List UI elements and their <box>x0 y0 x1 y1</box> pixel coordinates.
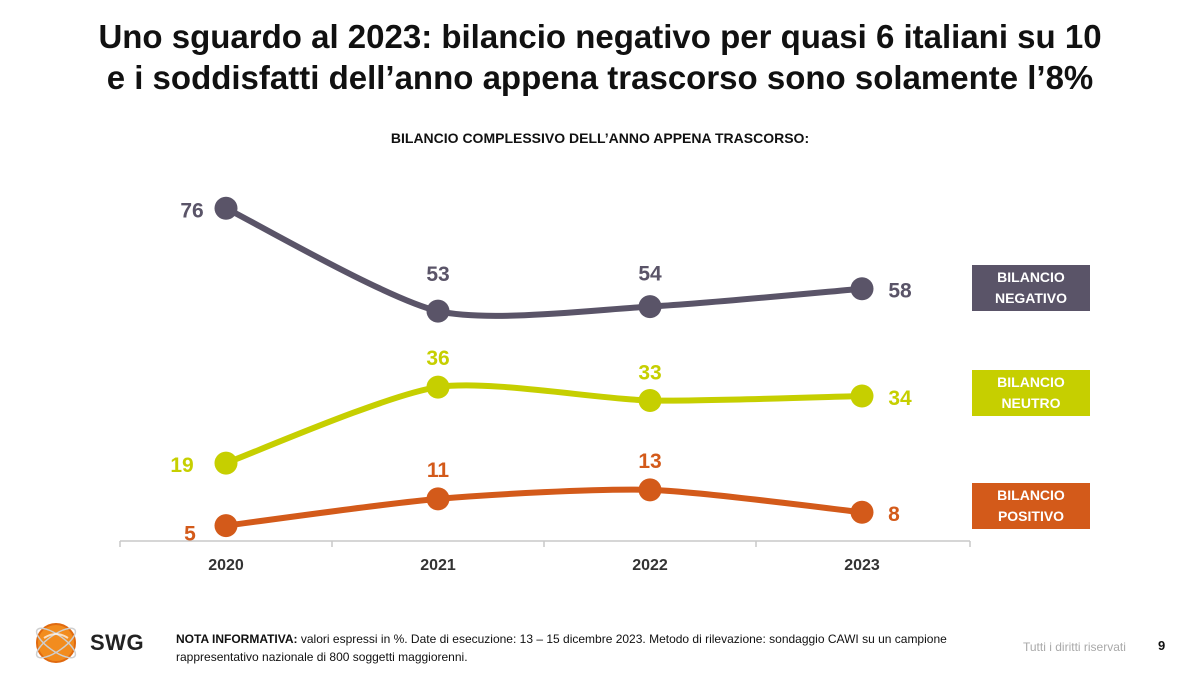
data-label-neutro-2021: 36 <box>426 347 449 370</box>
data-label-positivo-2023: 8 <box>888 503 900 526</box>
swg-logo-icon <box>35 623 77 663</box>
data-point-negativo-2021 <box>426 299 450 323</box>
legend-neutro-line-1: BILANCIO <box>997 374 1065 390</box>
data-label-negativo-2022: 54 <box>638 263 662 286</box>
data-point-negativo-2020 <box>214 196 238 220</box>
data-point-positivo-2021 <box>426 487 450 511</box>
data-label-negativo-2021: 53 <box>426 263 449 286</box>
page-number: 9 <box>1158 638 1166 653</box>
legend-negativo-line-1: BILANCIO <box>997 269 1065 285</box>
series-line-neutro <box>223 382 865 467</box>
series-line-positivo <box>223 486 865 529</box>
data-point-negativo-2023 <box>850 277 874 301</box>
x-tick-label-2020: 2020 <box>208 557 244 574</box>
series-line-negativo <box>223 205 865 319</box>
data-label-negativo-2023: 58 <box>888 280 912 303</box>
legend-neutro-line-2: NEUTRO <box>1001 395 1061 411</box>
legend-positivo-line-1: BILANCIO <box>997 487 1065 503</box>
data-point-positivo-2023 <box>850 500 874 524</box>
data-point-negativo-2022 <box>638 295 662 319</box>
data-label-positivo-2021: 11 <box>427 459 450 482</box>
data-label-negativo-2020: 76 <box>180 199 203 222</box>
rights-notice: Tutti i diritti riservati <box>1023 640 1126 654</box>
page-title: Uno sguardo al 2023: bilancio negativo p… <box>0 16 1200 98</box>
x-tick-label-2022: 2022 <box>632 557 668 574</box>
data-label-positivo-2022: 13 <box>638 450 661 473</box>
data-point-positivo-2022 <box>638 478 662 502</box>
data-point-neutro-2023 <box>850 384 874 408</box>
x-tick-label-2021: 2021 <box>420 557 456 574</box>
legend-bilancio-negativo: BILANCIO NEGATIVO <box>972 265 1090 311</box>
legend-bilancio-positivo: BILANCIO POSITIVO <box>972 483 1090 529</box>
footnote: NOTA INFORMATIVA: valori espressi in %. … <box>176 630 976 666</box>
brand-name: SWG <box>90 630 145 655</box>
data-point-neutro-2020 <box>214 451 238 475</box>
legend-bilancio-neutro: BILANCIO NEUTRO <box>972 370 1090 416</box>
x-tick-label-2023: 2023 <box>844 557 880 574</box>
data-point-positivo-2020 <box>214 514 238 538</box>
data-point-neutro-2021 <box>426 375 450 399</box>
chart-title: BILANCIO COMPLESSIVO DELL’ANNO APPENA TR… <box>390 130 810 146</box>
legend-negativo-line-2: NEGATIVO <box>994 290 1068 306</box>
legend-positivo-line-2: POSITIVO <box>997 508 1065 524</box>
page-title-line-2: e i soddisfatti dell’anno appena trascor… <box>106 59 1094 96</box>
data-point-neutro-2022 <box>638 388 662 412</box>
data-label-neutro-2020: 19 <box>170 454 193 477</box>
footnote-label: NOTA INFORMATIVA: <box>176 632 298 646</box>
footnote-text: valori espressi in %. Date di esecuzione… <box>176 632 947 664</box>
data-label-neutro-2022: 33 <box>638 361 661 384</box>
data-label-neutro-2023: 34 <box>888 387 912 410</box>
data-label-positivo-2020: 5 <box>184 523 196 546</box>
page-title-line-1: Uno sguardo al 2023: bilancio negativo p… <box>98 18 1102 55</box>
